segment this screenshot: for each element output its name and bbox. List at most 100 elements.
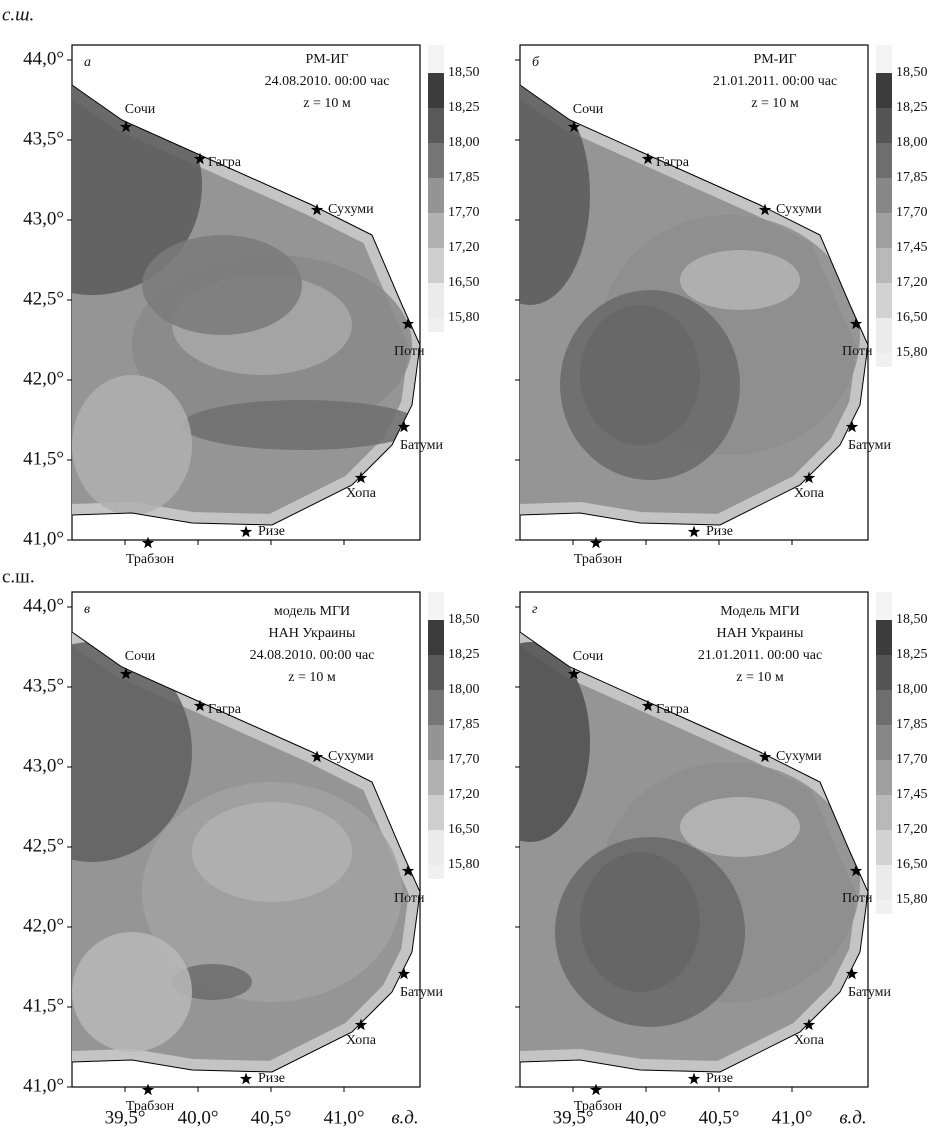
colorbar-swatch	[876, 620, 892, 655]
colorbar-label: 18,25	[896, 647, 928, 662]
y-tick-label: 43,0°	[23, 208, 64, 229]
city-label: Трабзон	[574, 1099, 623, 1114]
city-marker	[802, 1018, 816, 1031]
panel-title: 24.08.2010. 00:00 час	[250, 648, 375, 663]
contour-area	[142, 235, 302, 335]
city-marker	[239, 525, 253, 538]
city-label: Поти	[842, 891, 873, 906]
map-panel: а РМ-ИГ 24.08.2010. 00:00 час z = 10 м Сочи Г…	[23, 44, 480, 567]
panel-title: z = 10 м	[751, 96, 799, 111]
y-tick-label: 41,0°	[23, 1075, 64, 1096]
colorbar-swatch	[876, 655, 892, 690]
city-label: Сочи	[125, 649, 156, 664]
colorbar-label: 17,20	[896, 822, 928, 837]
colorbar-label: 17,20	[896, 275, 928, 290]
colorbar-label: 15,80	[896, 345, 928, 360]
y-tick-label: 43,0°	[23, 755, 64, 776]
city-marker	[141, 536, 155, 549]
city-marker	[567, 667, 581, 680]
y-tick-label: 42,5°	[23, 288, 64, 309]
colorbar-label: 17,85	[448, 717, 480, 732]
y-tick-label: 43,5°	[23, 128, 64, 149]
city-label: Гагра	[656, 702, 690, 717]
city-marker	[849, 317, 863, 330]
city-marker	[687, 525, 701, 538]
colorbar-swatch	[428, 143, 444, 178]
contour-area	[520, 642, 590, 842]
colorbar-swatch	[876, 248, 892, 283]
city-label: Сухуми	[776, 202, 822, 217]
city-marker	[401, 317, 415, 330]
contour-area	[520, 85, 590, 305]
x-tick-label: 40,0°	[626, 1107, 667, 1128]
colorbar-swatch	[876, 143, 892, 178]
colorbar-label: 17,70	[448, 752, 480, 767]
colorbar-label: 18,25	[448, 100, 480, 115]
colorbar-swatch	[876, 283, 892, 318]
coastline	[71, 84, 421, 526]
city-label: Ризе	[258, 524, 285, 539]
colorbar-swatch	[428, 178, 444, 213]
city-marker	[310, 750, 324, 763]
city-marker	[239, 1072, 253, 1085]
city-marker	[802, 471, 816, 484]
city-label: Ризе	[706, 524, 733, 539]
colorbar-swatch	[876, 108, 892, 143]
city-marker	[310, 203, 324, 216]
colorbar-label: 18,00	[448, 135, 480, 150]
city-label: Хопа	[794, 1033, 825, 1048]
colorbar-swatch	[876, 760, 892, 795]
y-tick-label: 41,5°	[23, 448, 64, 469]
city-marker	[849, 864, 863, 877]
y-tick-label: 42,5°	[23, 835, 64, 856]
x-tick-label: 40,5°	[699, 1107, 740, 1128]
city-label: Хопа	[346, 1033, 377, 1048]
colorbar-label: 15,80	[896, 892, 928, 907]
contour-area	[680, 797, 800, 857]
city-label: Сухуми	[776, 749, 822, 764]
x-tick-label: 41,0°	[324, 1107, 365, 1128]
colorbar-label: 18,50	[896, 65, 928, 80]
panel-letter: г	[532, 602, 538, 617]
city-label: Гагра	[208, 702, 242, 717]
colorbar-swatch	[428, 725, 444, 760]
contour-area	[555, 837, 745, 1027]
contour-area	[192, 802, 352, 902]
colorbar-label: 16,50	[896, 310, 928, 325]
map-panel: г Модель МГИ НАН Украины 21.01.2011. 00:00 …	[515, 591, 928, 1128]
city-label: Батуми	[848, 438, 891, 453]
colorbar-bottom	[428, 865, 444, 879]
colorbar-swatch	[876, 725, 892, 760]
contour-area	[72, 642, 192, 862]
colorbar-swatch	[428, 108, 444, 143]
panel-letter: а	[84, 55, 91, 70]
contour-area	[560, 290, 740, 480]
panel-title: модель МГИ	[274, 604, 350, 619]
panel-title: 21.01.2011. 00:00 час	[713, 74, 837, 89]
lat-label: с.ш.	[2, 566, 35, 587]
x-tick-label: 39,5°	[105, 1107, 146, 1128]
city-marker	[119, 120, 133, 133]
city-marker	[397, 420, 411, 433]
colorbar-label: 17,85	[448, 170, 480, 185]
colorbar-swatch	[876, 795, 892, 830]
y-tick-label: 44,0°	[23, 595, 64, 616]
lat-label: с.ш.	[2, 4, 34, 25]
city-marker	[845, 967, 859, 980]
panel-title: z = 10 м	[303, 96, 351, 111]
y-tick-label: 44,0°	[23, 48, 64, 69]
city-marker	[589, 536, 603, 549]
panel-title: НАН Украины	[717, 626, 805, 641]
y-tick-label: 43,5°	[23, 675, 64, 696]
city-marker	[193, 152, 207, 165]
city-label: Гагра	[656, 155, 690, 170]
city-marker	[589, 1083, 603, 1096]
city-marker	[354, 1018, 368, 1031]
colorbar-label: 18,00	[896, 135, 928, 150]
city-marker	[567, 120, 581, 133]
panel-title: НАН Украины	[269, 626, 357, 641]
city-marker	[141, 1083, 155, 1096]
colorbar-label: 16,50	[896, 857, 928, 872]
city-label: Батуми	[848, 985, 891, 1000]
